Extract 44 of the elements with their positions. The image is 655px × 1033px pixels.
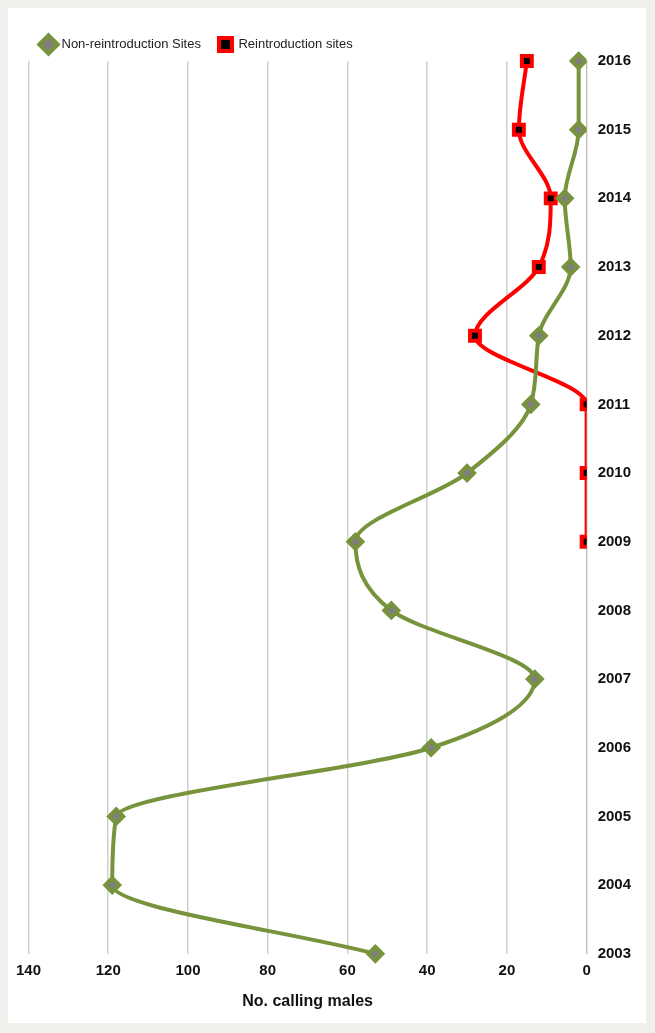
x-tick-label: 40 [418,960,436,978]
x-tick-label: 120 [95,960,121,978]
y-tick-label: 2005 [597,806,632,824]
point [531,260,546,274]
y-tick-label: 2008 [597,600,632,618]
x-tick-label: 140 [16,960,42,978]
x-tick-label: 0 [582,960,591,978]
point [529,326,548,345]
x-tick-label: 20 [498,960,516,978]
y-tick-label: 2015 [597,119,632,137]
y-tick-label: 2003 [597,943,632,961]
y-tick-label: 2012 [597,325,632,343]
y-tick-label: 2014 [597,188,632,206]
y-tick-label: 2004 [597,875,632,893]
point [519,54,534,68]
point [422,738,441,757]
y-tick-label: 2006 [597,737,632,755]
point [468,328,482,343]
point [458,464,477,483]
legend-label: Non-reintroduction Sites [61,36,202,52]
point [511,122,526,137]
y-tick-label: 2007 [597,669,632,687]
y-tick-label: 2013 [597,257,632,275]
point [543,191,558,206]
y-tick-label: 2011 [597,394,631,412]
point [107,807,126,826]
y-tick-label: 2016 [597,51,632,69]
y-tick-label: 2010 [597,463,632,481]
point [366,944,385,963]
point [569,120,587,139]
y-tick-label: 2009 [597,531,632,549]
x-tick-label: 80 [259,960,277,978]
point [346,532,365,551]
point [555,189,574,208]
point [561,258,580,277]
x-tick-label: 60 [339,960,356,978]
x-axis-title: No. calling males [242,991,374,1009]
point [569,52,587,70]
point [382,601,401,620]
legend-label: Reintroduction sites [238,36,354,52]
x-tick-label: 100 [175,960,201,978]
point [525,670,544,689]
point [103,876,122,895]
point [521,395,540,414]
